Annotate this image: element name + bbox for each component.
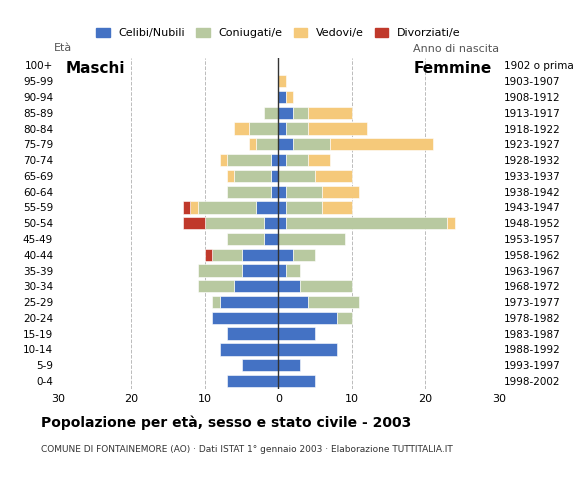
Bar [286,201,322,214]
Bar [227,375,278,387]
Bar [278,296,308,308]
Bar [447,217,455,229]
Bar [278,185,286,198]
Bar [212,312,278,324]
Bar [234,170,271,182]
Bar [278,91,286,103]
Bar [337,312,352,324]
Bar [242,249,278,261]
Bar [308,296,359,308]
Bar [234,122,249,135]
Bar [286,264,300,276]
Bar [264,233,278,245]
Bar [264,217,278,229]
Bar [198,264,242,276]
Bar [234,280,278,292]
Bar [242,264,278,276]
Bar [308,154,330,166]
Bar [227,233,264,245]
Bar [183,201,190,214]
Bar [300,280,352,292]
Bar [278,107,293,119]
Bar [205,249,212,261]
Bar [322,201,352,214]
Bar [198,280,234,292]
Bar [198,201,256,214]
Bar [278,327,315,340]
Text: COMUNE DI FONTAINEMORE (AO) · Dati ISTAT 1° gennaio 2003 · Elaborazione TUTTITAL: COMUNE DI FONTAINEMORE (AO) · Dati ISTAT… [41,445,452,455]
Text: Femmine: Femmine [413,61,491,76]
Bar [271,170,278,182]
Bar [256,138,278,151]
Bar [212,296,220,308]
Bar [278,201,286,214]
Bar [271,185,278,198]
Bar [256,201,278,214]
Bar [242,359,278,372]
Bar [278,233,345,245]
Bar [249,138,256,151]
Bar [322,185,359,198]
Bar [264,107,278,119]
Bar [278,343,337,356]
Bar [227,327,278,340]
Bar [278,170,315,182]
Bar [249,122,278,135]
Bar [278,375,315,387]
Bar [286,91,293,103]
Bar [293,107,308,119]
Text: Maschi: Maschi [66,61,125,76]
Bar [278,264,286,276]
Bar [278,154,286,166]
Bar [227,154,271,166]
Bar [278,280,300,292]
Bar [220,154,227,166]
Bar [227,170,234,182]
Bar [278,217,286,229]
Bar [271,154,278,166]
Bar [286,122,308,135]
Bar [286,217,447,229]
Bar [286,185,322,198]
Bar [308,122,367,135]
Bar [278,312,337,324]
Bar [293,138,330,151]
Bar [205,217,264,229]
Bar [315,170,352,182]
Bar [278,122,286,135]
Legend: Celibi/Nubili, Coniugati/e, Vedovi/e, Divorziati/e: Celibi/Nubili, Coniugati/e, Vedovi/e, Di… [92,24,465,43]
Bar [278,75,286,87]
Text: Età: Età [55,43,72,53]
Text: Anno di nascita: Anno di nascita [413,44,499,54]
Text: Popolazione per età, sesso e stato civile - 2003: Popolazione per età, sesso e stato civil… [41,415,411,430]
Bar [278,359,300,372]
Bar [330,138,433,151]
Bar [286,154,308,166]
Bar [220,343,278,356]
Bar [308,107,352,119]
Bar [183,217,205,229]
Bar [293,249,315,261]
Bar [278,138,293,151]
Bar [220,296,278,308]
Bar [212,249,242,261]
Bar [190,201,198,214]
Bar [278,249,293,261]
Bar [227,185,271,198]
